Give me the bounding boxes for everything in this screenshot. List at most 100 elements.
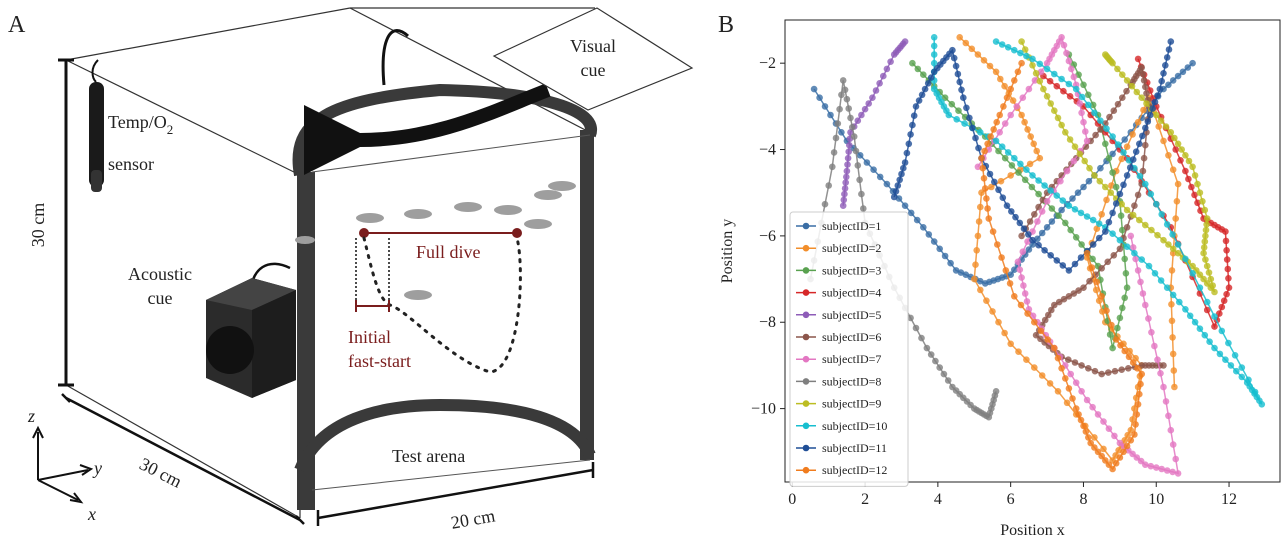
data-point <box>1162 62 1169 69</box>
data-point <box>847 129 854 136</box>
data-point <box>1016 266 1024 274</box>
acoustic-label-1: Acoustic <box>128 264 192 284</box>
data-point <box>1029 172 1036 179</box>
data-point <box>1170 367 1178 374</box>
data-point <box>955 107 962 114</box>
rotation-arrow <box>303 83 551 176</box>
panel-a-letter: A <box>8 12 26 38</box>
data-point <box>960 94 967 101</box>
data-point <box>1117 212 1125 219</box>
data-point <box>1160 137 1167 145</box>
data-point <box>1102 140 1109 148</box>
data-point <box>975 218 983 225</box>
data-point <box>1057 177 1064 185</box>
series-line <box>842 41 906 206</box>
legend-swatch-marker <box>802 355 810 363</box>
data-point <box>1218 303 1226 311</box>
series-10 <box>930 34 1266 408</box>
data-point <box>1077 209 1085 217</box>
data-point <box>1071 206 1079 213</box>
series-9 <box>1018 38 1218 296</box>
data-point <box>1018 111 1025 119</box>
data-point <box>1024 126 1031 133</box>
data-point <box>1143 100 1150 107</box>
data-point <box>1124 431 1131 439</box>
data-point <box>1092 131 1099 139</box>
data-point <box>1078 388 1085 395</box>
data-point <box>999 194 1007 201</box>
legend-swatch-marker <box>802 378 810 385</box>
data-point <box>1136 140 1143 148</box>
data-point <box>1134 118 1142 126</box>
data-point <box>1054 388 1062 395</box>
data-point <box>1106 331 1114 338</box>
data-point <box>995 186 1002 194</box>
data-point <box>1111 367 1119 375</box>
data-point <box>840 196 848 204</box>
data-point <box>1017 160 1024 168</box>
data-point <box>1098 265 1105 272</box>
data-point <box>997 177 1005 185</box>
data-point <box>1129 211 1137 219</box>
data-point <box>1080 118 1087 126</box>
data-point <box>913 216 921 224</box>
data-point <box>1103 196 1110 204</box>
data-point <box>856 152 864 159</box>
data-point <box>1011 154 1018 162</box>
data-point <box>1138 64 1145 71</box>
data-point <box>990 126 997 133</box>
data-point <box>1168 301 1175 308</box>
data-point <box>1116 190 1124 198</box>
data-point <box>1123 224 1131 231</box>
data-point <box>920 71 927 78</box>
visual-cue-label-1: Visual <box>570 36 616 56</box>
data-point <box>1157 117 1165 124</box>
data-point <box>1085 434 1092 441</box>
data-point <box>1097 164 1104 172</box>
data-point <box>1095 234 1103 242</box>
data-point <box>936 364 943 371</box>
data-point <box>900 164 907 172</box>
data-point <box>977 129 984 136</box>
data-point <box>1167 426 1175 434</box>
data-point <box>1085 177 1093 185</box>
data-point <box>1168 317 1176 325</box>
data-point <box>1182 255 1189 263</box>
data-point <box>1025 231 1032 238</box>
data-point <box>1066 136 1074 143</box>
data-point <box>1089 101 1097 109</box>
data-point <box>1169 468 1176 476</box>
data-point <box>1176 298 1183 306</box>
data-point <box>1112 183 1120 191</box>
data-point <box>1047 100 1054 107</box>
data-point <box>1121 294 1128 302</box>
data-point <box>1238 373 1246 381</box>
data-point <box>1119 304 1126 312</box>
axis-x-label: x <box>87 504 96 524</box>
data-point <box>1082 428 1090 435</box>
data-point <box>1211 344 1218 352</box>
data-point <box>1143 90 1150 97</box>
data-point <box>1134 365 1141 372</box>
data-point <box>843 95 851 103</box>
data-point <box>1030 140 1037 148</box>
data-point <box>1031 211 1038 218</box>
data-point <box>983 195 990 202</box>
data-point <box>1203 221 1210 228</box>
data-point <box>1126 164 1134 171</box>
data-point <box>1142 180 1149 188</box>
data-point <box>914 65 922 73</box>
data-point <box>1029 236 1036 244</box>
data-point <box>1129 244 1137 251</box>
data-point <box>1202 232 1209 240</box>
data-point <box>1131 431 1138 438</box>
data-point <box>1083 137 1091 145</box>
data-point <box>1138 94 1145 101</box>
data-point <box>1110 252 1118 259</box>
data-point <box>1211 313 1218 320</box>
data-point <box>1196 325 1204 333</box>
data-point <box>962 39 970 47</box>
data-point <box>1111 432 1118 440</box>
data-point <box>1125 353 1133 361</box>
data-point <box>1142 141 1149 149</box>
